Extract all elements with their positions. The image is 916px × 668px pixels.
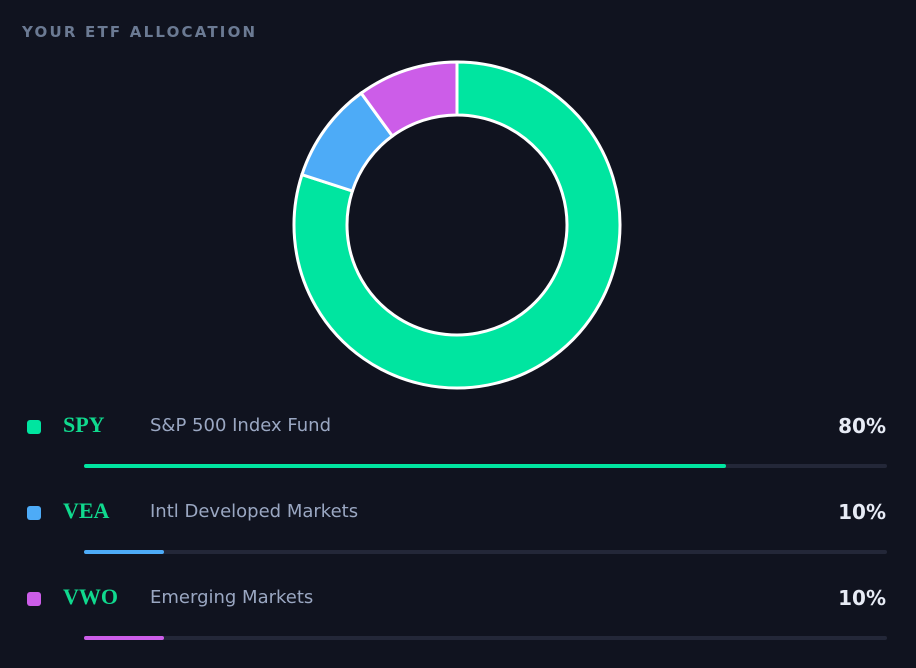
holding-row-vea: VEA Intl Developed Markets 10% bbox=[0, 494, 916, 574]
percent: 10% bbox=[838, 500, 886, 524]
fund-name: Intl Developed Markets bbox=[150, 501, 359, 522]
allocation-donut-chart bbox=[292, 60, 622, 390]
allocation-bar-fill bbox=[84, 550, 165, 554]
fund-name: S&P 500 Index Fund bbox=[150, 415, 332, 436]
allocation-bar-fill bbox=[84, 636, 165, 640]
percent: 10% bbox=[838, 586, 886, 610]
color-swatch bbox=[27, 506, 41, 520]
allocation-bar-fill bbox=[84, 464, 727, 468]
allocation-bar bbox=[84, 464, 887, 468]
color-swatch bbox=[27, 420, 41, 434]
color-swatch bbox=[27, 592, 41, 606]
allocation-bar bbox=[84, 550, 887, 554]
allocation-bar bbox=[84, 636, 887, 640]
percent: 80% bbox=[838, 414, 886, 438]
ticker: VEA bbox=[63, 498, 110, 523]
holding-row-vwo: VWO Emerging Markets 10% bbox=[0, 580, 916, 660]
fund-name: Emerging Markets bbox=[150, 587, 314, 608]
section-title: YOUR ETF ALLOCATION bbox=[22, 23, 258, 41]
holding-row-spy: SPY S&P 500 Index Fund 80% bbox=[0, 408, 916, 488]
donut-slice-spy bbox=[292, 60, 622, 390]
ticker: SPY bbox=[63, 412, 105, 437]
donut-slice-vwo bbox=[359, 60, 459, 139]
ticker: VWO bbox=[63, 584, 118, 609]
